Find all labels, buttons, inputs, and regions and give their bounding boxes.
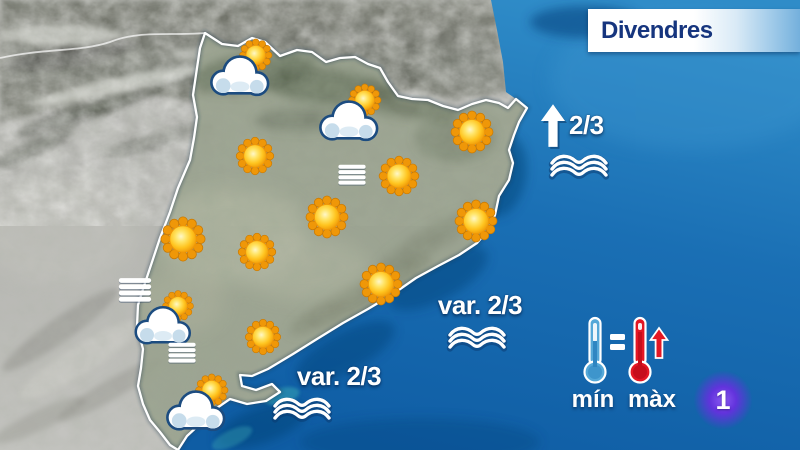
sea-state-south-label: var. 2/3: [296, 361, 382, 391]
sea-state-north-label: 2/3: [569, 110, 604, 140]
equals-icon: [610, 334, 625, 350]
max-temp-label: màx: [627, 386, 677, 413]
sea-state-central-label: var. 2/3: [437, 290, 523, 320]
temperature-legend: [583, 316, 670, 384]
day-banner: Divendres: [588, 9, 800, 52]
min-temp-label: mín: [571, 386, 615, 413]
day-label: Divendres: [601, 17, 713, 44]
channel-logo: 1: [694, 371, 752, 429]
arrow-up-red-icon: [648, 326, 670, 359]
pyrenees-border-line: [0, 32, 206, 59]
channel-logo-text: 1: [715, 385, 731, 415]
